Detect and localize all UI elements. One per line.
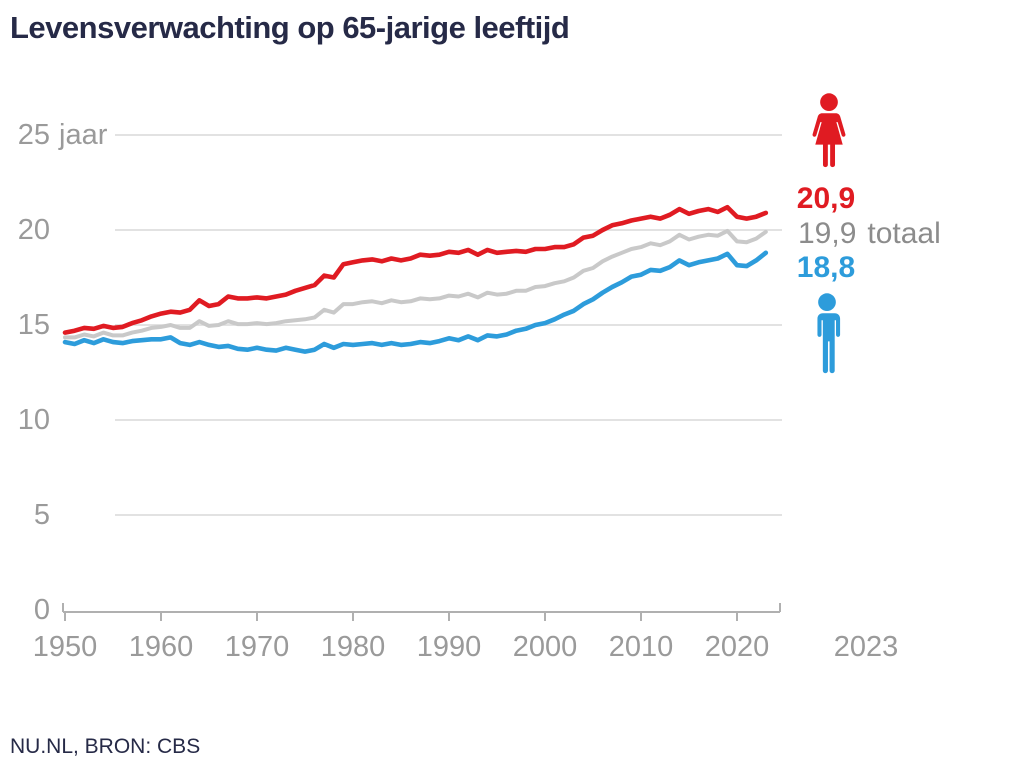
y-tick-number: 15: [17, 309, 50, 341]
y-tick-number: 5: [33, 499, 50, 531]
page-title: Levensverwachting op 65-jarige leeftijd: [10, 10, 570, 45]
x-tick-label-1960: 1960: [128, 631, 194, 663]
y-tick-label-25: 25 jaar: [0, 118, 108, 152]
y-tick-number: 20: [17, 214, 50, 246]
female-icon: [806, 93, 852, 175]
x-tick-label-1950: 1950: [32, 631, 98, 663]
x-tick-label-2020: 2020: [704, 631, 770, 663]
x-tick-label-1970: 1970: [224, 631, 290, 663]
women-value-label: 20,9: [796, 182, 856, 215]
y-tick-number: 25: [17, 119, 50, 151]
x-tick-label-1980: 1980: [320, 631, 386, 663]
total-value-label: 19,9 totaal: [798, 217, 941, 251]
y-tick-number: 0: [33, 594, 50, 626]
y-tick-label-5: 5: [0, 498, 50, 532]
y-tick-label-10: 10: [0, 403, 50, 437]
x-tick-label-2010: 2010: [608, 631, 674, 663]
y-tick-label-0: 0: [0, 593, 50, 627]
line-totaal: [63, 228, 768, 340]
x-end-year-label: 2023: [833, 631, 899, 663]
y-axis-unit-label: jaar: [59, 119, 108, 151]
total-suffix: totaal: [867, 217, 941, 250]
y-tick-label-15: 15: [0, 308, 50, 342]
source-credit: NU.NL, BRON: CBS: [10, 735, 201, 758]
line-mannen: [62, 250, 769, 354]
male-icon: [804, 293, 850, 375]
men-value-label: 18,8: [796, 251, 856, 284]
x-tick-label-1990: 1990: [416, 631, 482, 663]
y-tick-label-20: 20: [0, 213, 50, 247]
line-vrouwen: [62, 204, 769, 335]
x-tick-label-2000: 2000: [512, 631, 578, 663]
y-tick-number: 10: [17, 404, 50, 436]
total-value: 19,9: [798, 217, 857, 250]
